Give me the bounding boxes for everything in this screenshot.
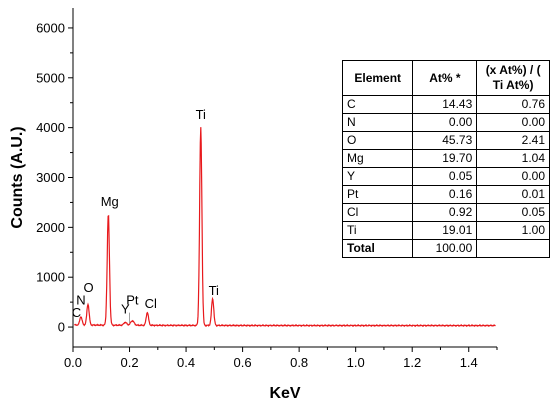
cell-ratio <box>476 239 550 258</box>
table-row: O 45.73 2.41 <box>341 131 550 150</box>
table-row: Y 0.05 0.00 <box>341 167 550 186</box>
cell-at-percent: 19.01 <box>412 221 478 240</box>
table-row: Pt 0.16 0.01 <box>341 185 550 204</box>
peak-label: Pt <box>126 293 139 308</box>
header-element: Element <box>341 60 414 96</box>
cell-ratio: 0.00 <box>476 167 550 186</box>
peak-label: Y <box>121 302 130 317</box>
cell-at-percent: 19.70 <box>412 149 478 168</box>
x-tick-label: 1.0 <box>347 355 365 370</box>
peak-label: O <box>83 280 93 295</box>
x-axis-title: KeV <box>269 385 300 402</box>
cell-ratio: 0.76 <box>476 95 550 114</box>
cell-element: N <box>341 113 414 132</box>
cell-ratio: 1.00 <box>476 221 550 240</box>
x-tick-label: 1.2 <box>403 355 421 370</box>
cell-at-percent: 14.43 <box>412 95 478 114</box>
cell-element: Pt <box>341 185 414 204</box>
ticks: 0.0 0.2 0.4 0.6 0.8 1.0 1.2 1.4 0 1000 2000 3000 400… <box>36 20 498 370</box>
cell-element: Mg <box>341 149 414 168</box>
table-row: N 0.00 0.00 <box>341 113 550 132</box>
table-row: Total 100.00 <box>341 239 550 258</box>
y-tick-label: 0 <box>58 320 65 335</box>
x-tick-label: 0.0 <box>64 355 82 370</box>
table-body: C 14.43 0.76 N 0.00 0.00 O 45.73 2.41 Mg 19.70 1.04… <box>341 95 550 258</box>
table-row: Mg 19.70 1.04 <box>341 149 550 168</box>
x-tick-label: 0.2 <box>120 355 138 370</box>
header-ratio: (x At%) / ( Ti At%) <box>476 60 550 96</box>
cell-ratio: 1.04 <box>476 149 550 168</box>
cell-ratio: 0.00 <box>476 113 550 132</box>
cell-ratio: 0.01 <box>476 185 550 204</box>
y-tick-label: 5000 <box>36 70 65 85</box>
cell-element: Total <box>341 239 414 258</box>
peak-label: Mg <box>101 194 119 209</box>
peak-label: Ti <box>196 107 206 122</box>
y-tick-label: 1000 <box>36 270 65 285</box>
spectrum-line <box>74 127 496 328</box>
cell-at-percent: 0.00 <box>412 113 478 132</box>
table-row: Cl 0.92 0.05 <box>341 203 550 222</box>
cell-at-percent: 0.92 <box>412 203 478 222</box>
y-tick-label: 4000 <box>36 120 65 135</box>
peak-label: Cl <box>145 296 157 311</box>
x-tick-label: 0.8 <box>290 355 308 370</box>
cell-element: C <box>341 95 414 114</box>
cell-at-percent: 0.16 <box>412 185 478 204</box>
x-tick-label: 0.6 <box>234 355 252 370</box>
cell-element: O <box>341 131 414 150</box>
table-row: Ti 19.01 1.00 <box>341 221 550 240</box>
table-row: C 14.43 0.76 <box>341 95 550 114</box>
x-tick-label: 0.4 <box>177 355 195 370</box>
peak-label: C <box>72 305 81 320</box>
table-header-row: Element At% * (x At%) / ( Ti At%) <box>341 60 550 96</box>
cell-at-percent: 45.73 <box>412 131 478 150</box>
y-tick-label: 3000 <box>36 170 65 185</box>
y-axis-title: Counts (A.U.) <box>9 126 26 228</box>
cell-ratio: 0.05 <box>476 203 550 222</box>
y-tick-label: 2000 <box>36 220 65 235</box>
cell-element: Cl <box>341 203 414 222</box>
cell-ratio: 2.41 <box>476 131 550 150</box>
peak-label: Ti <box>209 283 219 298</box>
cell-element: Y <box>341 167 414 186</box>
cell-at-percent: 100.00 <box>412 239 478 258</box>
header-at-percent: At% * <box>412 60 478 96</box>
peak-label: N <box>76 293 85 308</box>
cell-at-percent: 0.05 <box>412 167 478 186</box>
cell-element: Ti <box>341 221 414 240</box>
peak-labels: CNO Mg PtY Cl Ti Ti <box>72 107 219 324</box>
y-tick-label: 6000 <box>36 20 65 35</box>
x-tick-label: 1.4 <box>460 355 478 370</box>
composition-table: Element At% * (x At%) / ( Ti At%) C 14.43… <box>341 60 550 258</box>
